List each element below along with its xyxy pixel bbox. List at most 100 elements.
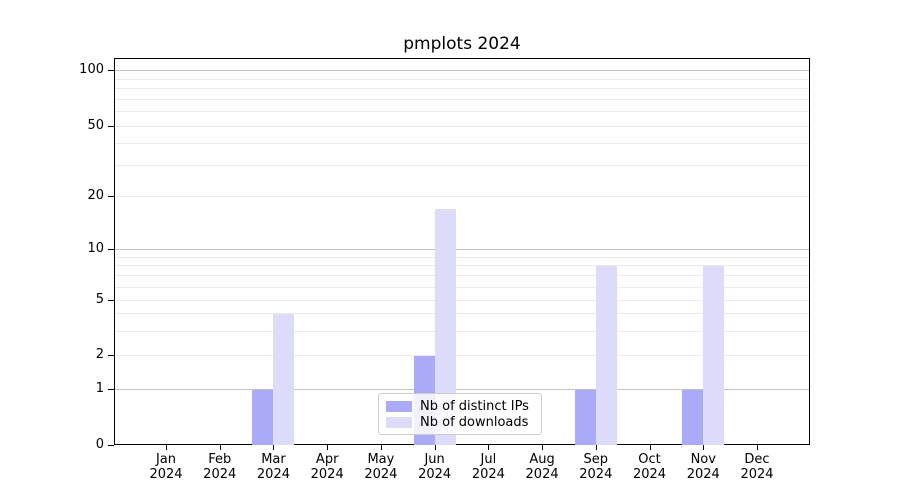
x-tick-month: Oct (638, 452, 661, 467)
x-tick-year: 2024 (203, 467, 237, 482)
y-gridline-minor (115, 126, 809, 127)
y-tick (108, 389, 114, 390)
x-tick (327, 445, 329, 450)
x-tick-month: Apr (315, 452, 339, 467)
y-gridline-minor (115, 88, 809, 90)
x-tick-month: Mar (261, 452, 286, 467)
y-tick-label: 50 (87, 118, 104, 133)
x-tick (649, 445, 651, 450)
legend-label-distinct-ips: Nb of distinct IPs (420, 398, 529, 414)
bar-downloads-mar (273, 314, 295, 445)
y-gridline-minor (115, 313, 809, 315)
x-tick-label: Mar 2024 (243, 452, 303, 482)
x-tick-label: May 2024 (351, 452, 411, 482)
x-tick (166, 445, 167, 450)
bar-ips-nov (682, 390, 704, 445)
y-gridline-minor (115, 286, 809, 288)
x-tick-month: May (367, 452, 395, 467)
y-tick (108, 70, 114, 71)
x-tick (595, 445, 597, 450)
x-tick-year: 2024 (310, 467, 344, 482)
x-tick-year: 2024 (740, 467, 774, 482)
legend: Nb of distinct IPs Nb of downloads (378, 393, 542, 435)
x-tick-label: Jun 2024 (405, 452, 465, 482)
y-gridline-minor (115, 256, 809, 258)
y-tick (108, 196, 114, 197)
y-gridline-minor (115, 196, 809, 197)
x-tick (434, 445, 436, 450)
chart-title: pmplots 2024 (403, 34, 521, 54)
x-tick-year: 2024 (256, 467, 290, 482)
y-tick-label: 0 (95, 437, 104, 452)
bar-downloads-jun (434, 209, 456, 445)
x-tick-year: 2024 (364, 467, 398, 482)
plot-area (114, 58, 810, 445)
y-tick (108, 300, 114, 301)
legend-label-downloads: Nb of downloads (420, 414, 529, 430)
legend-swatch-distinct-ips (386, 400, 412, 412)
y-tick-label: 10 (87, 241, 104, 256)
x-tick (756, 445, 758, 450)
x-tick-month: Dec (744, 452, 770, 467)
x-tick-label: Aug 2024 (512, 452, 572, 482)
x-tick-year: 2024 (418, 467, 452, 482)
x-tick-year: 2024 (632, 467, 667, 482)
x-tick-month: Jul (480, 452, 497, 467)
y-gridline-minor (115, 275, 809, 277)
y-tick-label: 20 (87, 188, 104, 203)
y-tick-label: 5 (95, 292, 104, 307)
x-tick-month: Nov (690, 452, 716, 467)
y-gridline-minor (115, 300, 809, 301)
x-tick-label: Oct 2024 (620, 452, 680, 482)
x-tick-label: Dec 2024 (727, 452, 787, 482)
y-tick-label: 1 (95, 381, 104, 396)
x-tick-year: 2024 (525, 467, 559, 482)
x-tick-label: Feb 2024 (190, 452, 250, 482)
bar-downloads-nov (703, 266, 725, 445)
y-tick (108, 249, 114, 250)
y-gridline-minor (115, 98, 809, 100)
x-tick-label: Nov 2024 (673, 452, 733, 482)
x-tick-month: Jun (424, 452, 445, 467)
x-tick-month: Feb (208, 452, 232, 467)
x-tick-label: Sep 2024 (566, 452, 626, 482)
y-gridline-major (115, 70, 809, 71)
y-gridline-minor (115, 355, 809, 356)
x-tick-month: Aug (529, 452, 555, 467)
y-gridline-minor (115, 111, 809, 113)
y-gridline-minor (115, 265, 809, 267)
y-tick-label: 100 (79, 62, 104, 77)
x-tick-year: 2024 (471, 467, 505, 482)
legend-entry-downloads: Nb of downloads (386, 414, 533, 430)
x-tick-year: 2024 (149, 467, 183, 482)
y-gridline-major (115, 249, 809, 250)
bar-ips-sep (574, 390, 596, 445)
x-tick-year: 2024 (579, 467, 613, 482)
y-gridline-minor (115, 330, 809, 332)
legend-swatch-downloads (386, 416, 412, 428)
x-tick (219, 445, 221, 450)
y-gridline-minor (115, 165, 809, 167)
x-tick-label: Jan 2024 (136, 452, 196, 482)
x-tick (380, 445, 382, 450)
x-tick (542, 445, 544, 450)
x-tick (273, 445, 275, 450)
x-tick-label: Apr 2024 (297, 452, 357, 482)
bar-ips-mar (252, 390, 274, 445)
legend-entry-distinct-ips: Nb of distinct IPs (386, 398, 533, 414)
y-tick (108, 355, 114, 356)
y-gridline-major (115, 389, 809, 390)
y-tick (108, 445, 114, 446)
y-tick (108, 126, 114, 127)
x-tick-year: 2024 (686, 467, 720, 482)
y-tick-label: 2 (95, 347, 104, 362)
x-tick-month: Sep (583, 452, 609, 467)
x-tick (703, 445, 705, 450)
x-tick-month: Jan (155, 452, 177, 467)
y-gridline-minor (115, 143, 809, 145)
y-gridline-minor (115, 78, 809, 80)
x-tick-label: Jul 2024 (458, 452, 518, 482)
x-tick (488, 445, 490, 450)
bar-downloads-sep (595, 266, 617, 445)
